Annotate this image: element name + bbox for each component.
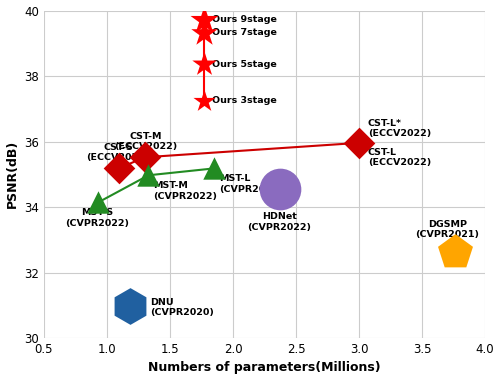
Point — [144, 172, 152, 178]
Point — [140, 154, 148, 160]
Text: CST-S
(ECCV2022): CST-S (ECCV2022) — [86, 143, 150, 162]
Point — [200, 98, 208, 104]
Point — [200, 17, 208, 23]
Text: Ours 3stage: Ours 3stage — [212, 97, 276, 105]
Text: CST-L
(ECCV2022): CST-L (ECCV2022) — [368, 148, 431, 167]
Point — [200, 61, 208, 67]
X-axis label: Numbers of parameters(Millions): Numbers of parameters(Millions) — [148, 361, 381, 374]
Text: MST-S
(CVPR2022): MST-S (CVPR2022) — [65, 208, 129, 228]
Point — [94, 200, 102, 206]
Text: MST-M
(CVPR2022): MST-M (CVPR2022) — [154, 181, 218, 201]
Point — [126, 302, 134, 309]
Point — [451, 249, 459, 255]
Text: CST-M
(ECCV2022): CST-M (ECCV2022) — [114, 132, 178, 151]
Text: DNU
(CVPR2020): DNU (CVPR2020) — [150, 298, 214, 317]
Text: HDNet
(CVPR2022): HDNet (CVPR2022) — [248, 212, 312, 232]
Text: DGSMP
(CVPR2021): DGSMP (CVPR2021) — [416, 220, 480, 239]
Text: Ours 5stage: Ours 5stage — [212, 60, 276, 69]
Text: Ours 9stage: Ours 9stage — [212, 15, 276, 24]
Point — [355, 140, 363, 146]
Y-axis label: PSNR(dB): PSNR(dB) — [6, 140, 18, 208]
Point — [116, 165, 124, 171]
Text: Ours 7stage: Ours 7stage — [212, 28, 276, 37]
Point — [276, 186, 283, 192]
Point — [200, 30, 208, 36]
Text: MST-L
(CVPR2022): MST-L (CVPR2022) — [219, 174, 283, 194]
Text: CST-L*
(ECCV2022): CST-L* (ECCV2022) — [368, 119, 431, 138]
Point — [210, 165, 218, 171]
